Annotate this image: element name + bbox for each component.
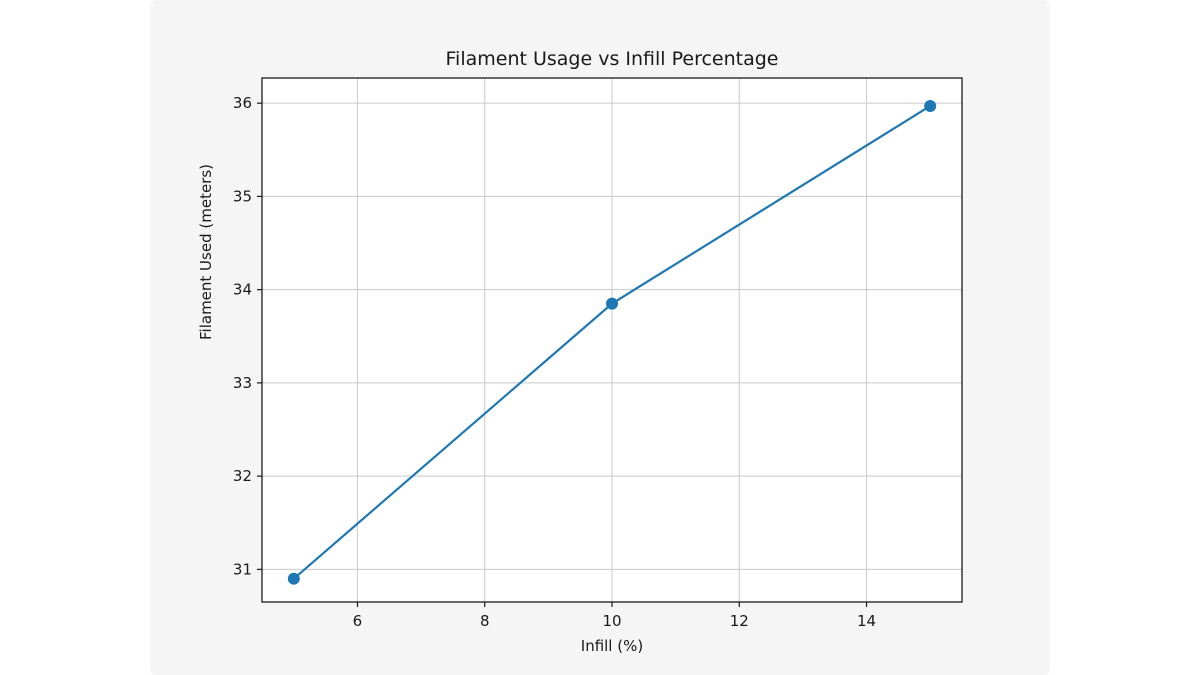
x-tick-label: 8 [480, 612, 490, 630]
chart-title: Filament Usage vs Infill Percentage [445, 48, 779, 70]
x-tick-label: 14 [857, 612, 876, 630]
x-tick-label: 6 [353, 612, 363, 630]
x-axis-label: Infill (%) [580, 637, 644, 655]
plot-canvas: 6 8 10 12 14 31 32 33 34 35 36 [233, 77, 963, 630]
x-tick-label: 12 [730, 612, 749, 630]
y-tick-label: 31 [233, 560, 252, 578]
y-tick-label: 34 [233, 281, 252, 299]
y-tick-label: 35 [233, 187, 252, 205]
chart-figure: 6 8 10 12 14 31 32 33 34 35 36 Filament Usage vs I… [150, 0, 1050, 675]
y-tick-label: 32 [233, 467, 252, 485]
y-tick-label: 36 [233, 94, 252, 112]
data-point-marker [924, 99, 937, 112]
data-point-marker [287, 572, 300, 585]
left-margin [0, 0, 150, 675]
right-margin [1050, 0, 1200, 675]
data-point-marker [606, 297, 618, 310]
x-tick-label: 10 [602, 612, 621, 630]
y-tick-label: 33 [233, 374, 252, 392]
